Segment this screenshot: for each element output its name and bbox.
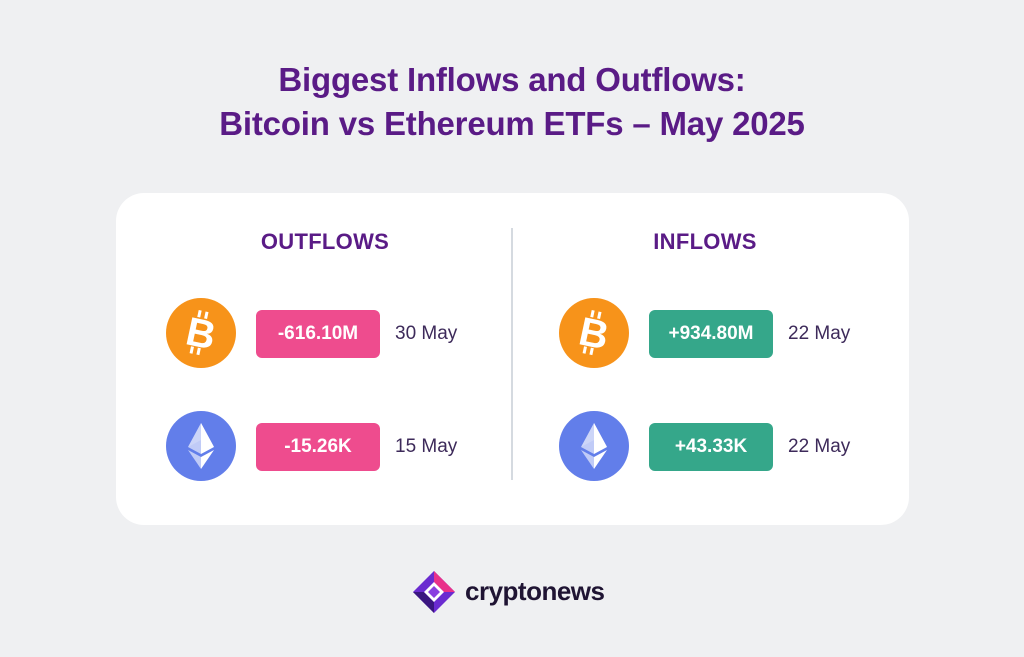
title-line-2: Bitcoin vs Ethereum ETFs – May 2025 xyxy=(219,105,805,142)
cryptonews-logo-icon xyxy=(411,569,457,620)
inflow-date: 22 May xyxy=(788,436,851,457)
title-line-1: Biggest Inflows and Outflows: xyxy=(278,61,746,98)
ethereum-icon xyxy=(559,411,629,481)
inflow-amount-badge: +43.33K xyxy=(649,423,773,471)
column-divider xyxy=(511,228,513,480)
brand-name: cryptonews xyxy=(465,576,605,606)
inflows-heading: INFLOWS xyxy=(653,229,757,254)
etf-flows-card: OUTFLOWS INFLOWS B -616.10M 30 May xyxy=(116,193,909,525)
ethereum-icon xyxy=(166,411,236,481)
outflow-amount-badge: -15.26K xyxy=(256,423,380,471)
page-title: Biggest Inflows and Outflows: Bitcoin vs… xyxy=(0,58,1024,146)
bitcoin-icon: B xyxy=(559,298,629,368)
outflows-heading: OUTFLOWS xyxy=(260,229,390,254)
inflow-date: 22 May xyxy=(788,323,851,344)
outflow-amount-badge: -616.10M xyxy=(256,310,380,358)
outflow-date: 15 May xyxy=(395,436,458,457)
bitcoin-icon: B xyxy=(166,298,236,368)
outflow-date: 30 May xyxy=(395,323,458,344)
inflow-amount-badge: +934.80M xyxy=(649,310,773,358)
